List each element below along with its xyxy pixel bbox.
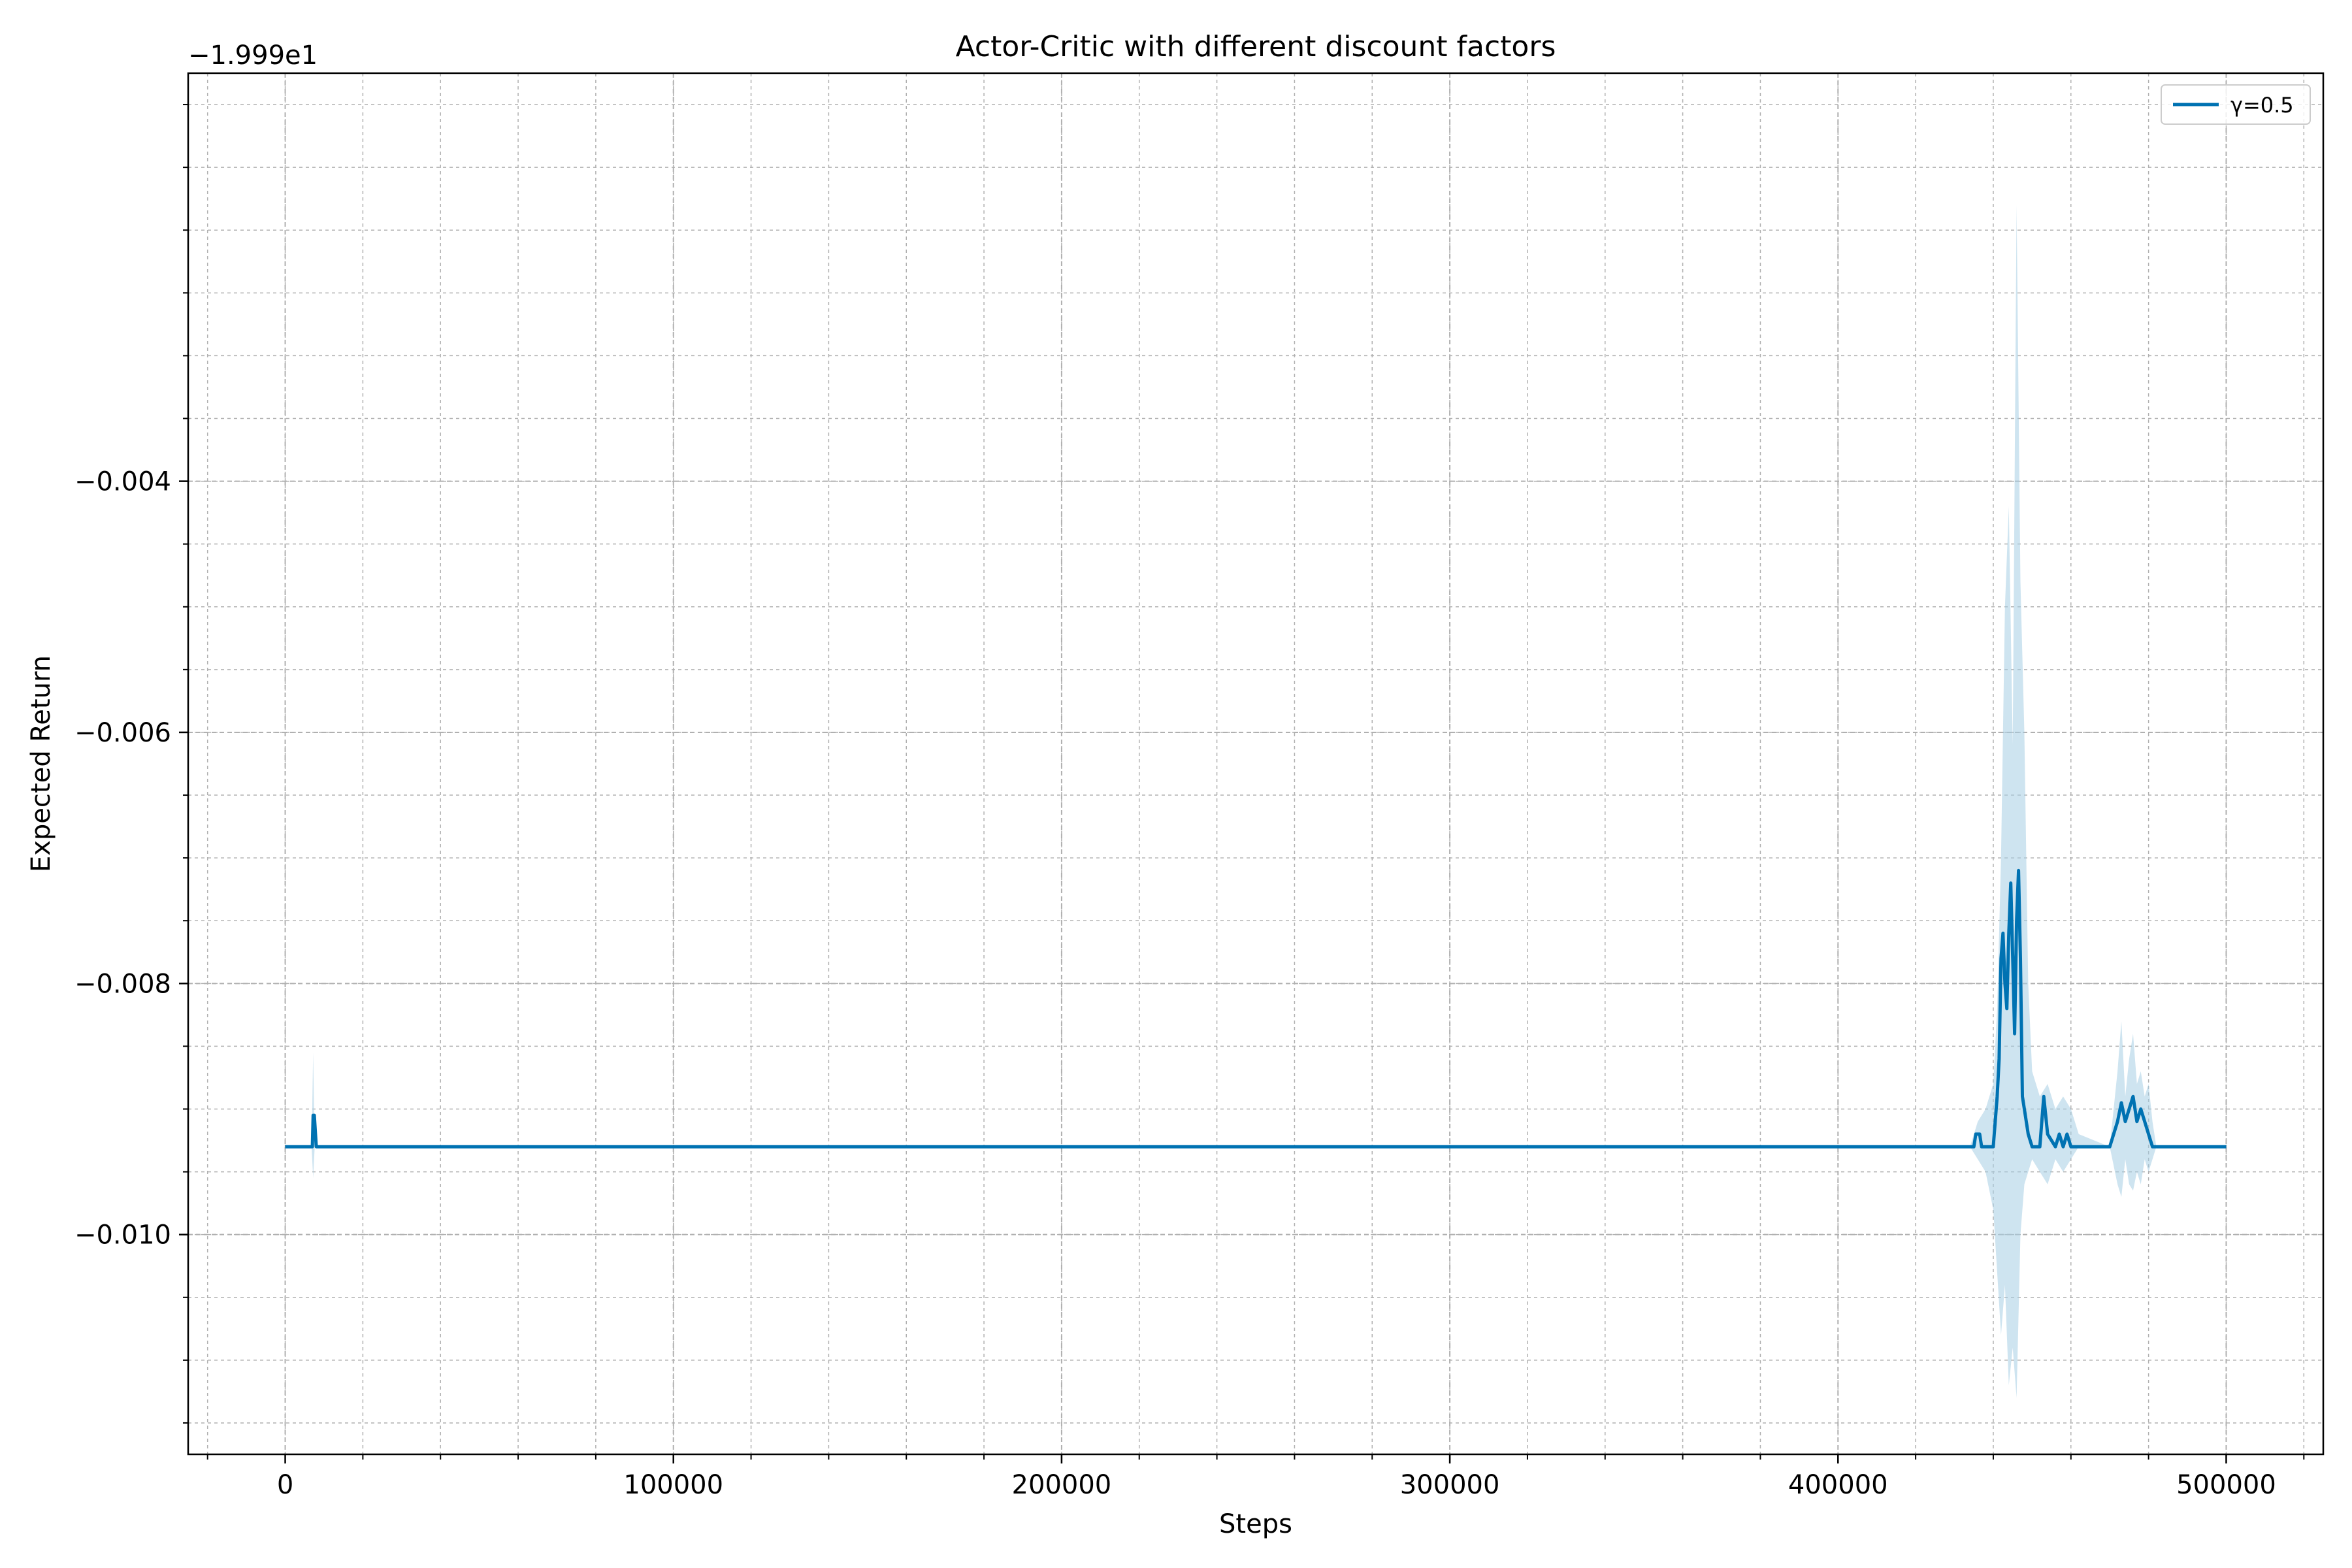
x-tick-label: 300000 — [1400, 1470, 1500, 1500]
minor-grid — [188, 73, 2323, 1454]
y-tick-label: −0.008 — [74, 969, 171, 999]
legend-box — [2161, 84, 2311, 125]
legend: γ=0.5 — [2161, 84, 2311, 125]
y-tick-label: −0.010 — [74, 1220, 171, 1250]
major-grid — [188, 73, 2323, 1454]
x-tick-label: 0 — [277, 1470, 293, 1500]
legend-label: γ=0.5 — [2230, 93, 2294, 118]
plot-content — [285, 204, 2227, 1398]
x-axis-label: Steps — [1219, 1509, 1292, 1539]
x-tick-label: 500000 — [2176, 1470, 2276, 1500]
chart-title: Actor-Critic with different discount fac… — [956, 30, 1556, 63]
x-tick-label: 200000 — [1012, 1470, 1112, 1500]
y-tick-label: −0.004 — [74, 467, 171, 497]
x-tick-label: 400000 — [1788, 1470, 1888, 1500]
series-line — [285, 868, 2227, 1149]
y-axis-label: Expected Return — [26, 655, 56, 872]
y-tick-label: −0.006 — [74, 718, 171, 748]
axes-frame — [187, 72, 2325, 1456]
axis-ticks: 0 100000 200000 300000 400000 500000 −0.004 −0.… — [74, 104, 2305, 1500]
x-tick-label: 100000 — [623, 1470, 723, 1500]
y-offset-text: −1.999e1 — [188, 41, 318, 71]
